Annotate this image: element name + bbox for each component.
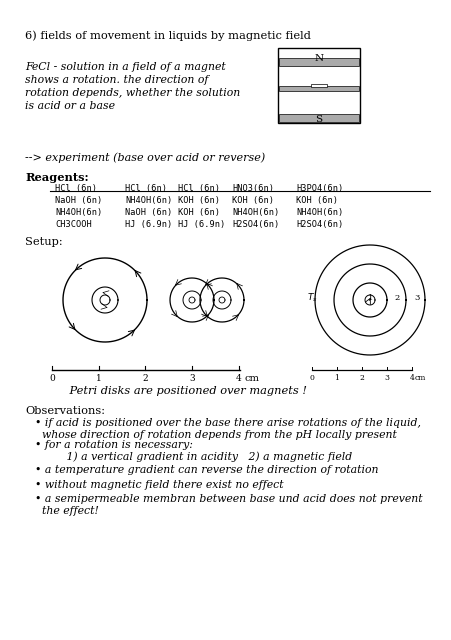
Text: 0: 0 [49, 374, 55, 383]
Text: KOH (6n): KOH (6n) [231, 196, 273, 205]
Text: 1: 1 [368, 294, 373, 302]
Bar [278, 114, 358, 122]
Text: 4: 4 [235, 374, 241, 383]
Text: CH3COOH: CH3COOH [55, 220, 92, 229]
Text: KOH (6n): KOH (6n) [295, 196, 337, 205]
Text: 3: 3 [384, 374, 389, 382]
Text: H3PO4(6n): H3PO4(6n) [295, 184, 342, 193]
Text: • a semipermeable membran between base und acid does not prevent
  the effect!: • a semipermeable membran between base u… [35, 494, 422, 516]
Text: NaOH (6n): NaOH (6n) [125, 208, 172, 217]
Text: 2: 2 [142, 374, 147, 383]
Text: NH4OH(6n): NH4OH(6n) [125, 196, 172, 205]
Text: cm: cm [414, 374, 425, 382]
Text: cm: cm [244, 374, 259, 383]
Bar [278, 58, 358, 66]
Text: HCl (6n): HCl (6n) [125, 184, 166, 193]
Text: NH4OH(6n): NH4OH(6n) [295, 208, 342, 217]
Text: KOH (6n): KOH (6n) [178, 208, 220, 217]
Text: NaOH (6n): NaOH (6n) [55, 196, 102, 205]
Text: HCl (6n): HCl (6n) [55, 184, 97, 193]
Text: 0: 0 [309, 374, 314, 382]
Text: NH4OH(6n): NH4OH(6n) [55, 208, 102, 217]
Text: H2SO4(6n): H2SO4(6n) [231, 220, 279, 229]
Text: shows a rotation. the direction of: shows a rotation. the direction of [25, 75, 208, 85]
Text: N: N [314, 54, 323, 63]
Bar [278, 86, 358, 91]
Text: 6) fields of movement in liquids by magnetic field: 6) fields of movement in liquids by magn… [25, 30, 310, 40]
Text: Reagents:: Reagents: [25, 172, 88, 183]
Text: HNO3(6n): HNO3(6n) [231, 184, 273, 193]
Text: 3: 3 [189, 374, 194, 383]
Text: • a temperature gradient can reverse the direction of rotation: • a temperature gradient can reverse the… [35, 465, 377, 475]
Text: 2: 2 [359, 374, 364, 382]
Text: Observations:: Observations: [25, 406, 105, 416]
Text: HJ (6.9n): HJ (6.9n) [178, 220, 225, 229]
Bar [310, 84, 326, 87]
Text: S: S [315, 115, 322, 124]
Text: HCl (6n): HCl (6n) [178, 184, 220, 193]
Text: 1: 1 [334, 374, 339, 382]
Text: H2SO4(6n): H2SO4(6n) [295, 220, 342, 229]
Text: 4: 4 [409, 374, 414, 382]
Text: NH4OH(6n): NH4OH(6n) [231, 208, 279, 217]
Text: KOH (6n): KOH (6n) [178, 196, 220, 205]
Text: 2: 2 [394, 294, 399, 302]
Text: Petri disks are positioned over magnets !: Petri disks are positioned over magnets … [55, 386, 306, 396]
Text: rotation depends, whether the solution: rotation depends, whether the solution [25, 88, 240, 98]
Text: --> experiment (base over acid or reverse): --> experiment (base over acid or revers… [25, 152, 265, 163]
Text: $T_s$: $T_s$ [306, 292, 317, 304]
Bar [277, 48, 359, 123]
Text: is acid or a base: is acid or a base [25, 101, 115, 111]
Text: 3: 3 [414, 294, 419, 302]
Text: HJ (6.9n): HJ (6.9n) [125, 220, 172, 229]
Text: • for a rotation is necessary:
         1) a vertical gradient in acidity   2) a: • for a rotation is necessary: 1) a vert… [35, 440, 351, 462]
Text: FeCl - solution in a field of a magnet: FeCl - solution in a field of a magnet [25, 62, 225, 72]
Text: • if acid is positioned over the base there arise rotations of the liquid,
  who: • if acid is positioned over the base th… [35, 418, 420, 440]
Text: Setup:: Setup: [25, 237, 63, 247]
Text: 1: 1 [96, 374, 101, 383]
Text: • without magnetic field there exist no effect: • without magnetic field there exist no … [35, 480, 283, 490]
